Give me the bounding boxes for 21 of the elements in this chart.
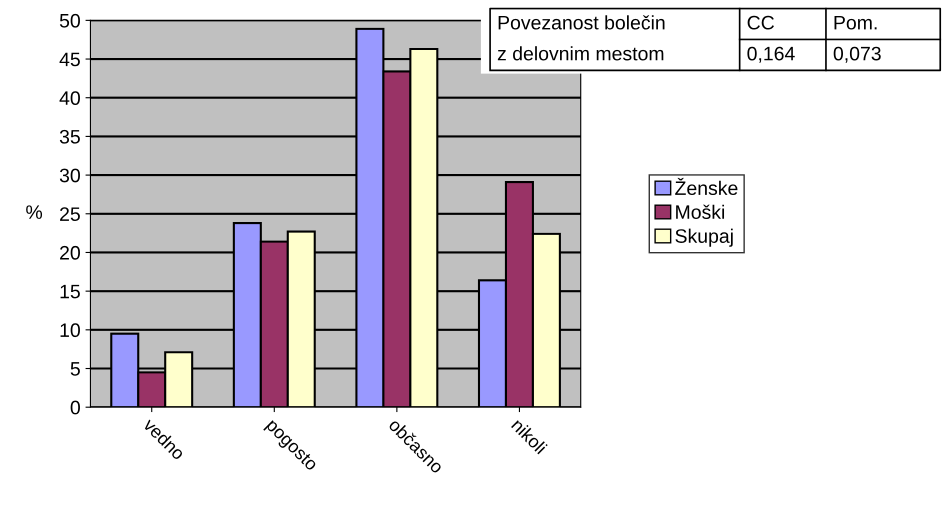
text: 0,164 <box>747 46 795 63</box>
text: CC <box>748 16 774 30</box>
text: 0,073 <box>834 46 881 63</box>
text: Pom. <box>834 16 877 30</box>
y-tick-label: 0 <box>70 400 80 414</box>
legend-label: Moški <box>676 204 724 219</box>
y-tick-label: 25 <box>60 207 80 222</box>
y-tick-label: 50 <box>60 14 80 28</box>
y-tick-label: 40 <box>60 91 80 105</box>
y-tick-label: 30 <box>60 168 80 182</box>
annotation: Povezanost bolečin <box>498 15 664 30</box>
annotation: z delovnim mestom <box>498 46 664 60</box>
y-tick-label: 10 <box>60 323 80 338</box>
y-tick-label: 35 <box>60 130 80 144</box>
legend-label: Ženske <box>675 178 738 196</box>
y-tick-label: 15 <box>60 284 80 298</box>
y-tick-label: 5 <box>70 362 80 376</box>
y-tick-label: 20 <box>60 246 80 260</box>
y-tick-label: 45 <box>60 52 80 66</box>
y-axis-title: % <box>26 205 42 219</box>
legend-label: Skupaj <box>675 228 733 247</box>
